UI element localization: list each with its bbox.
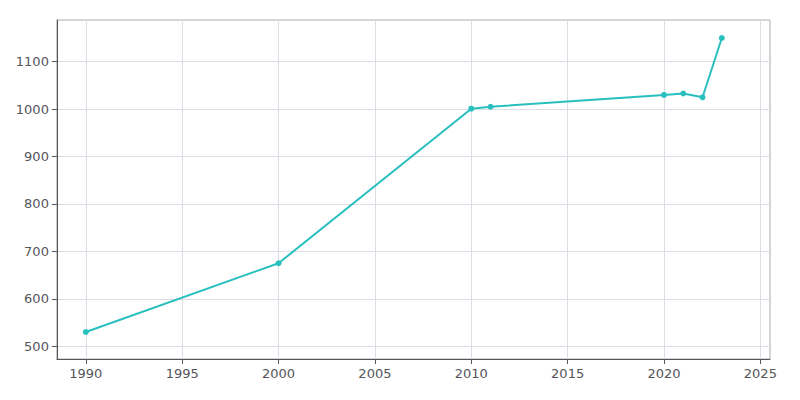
svg-text:1000: 1000 — [16, 102, 49, 117]
svg-text:2005: 2005 — [358, 366, 391, 381]
svg-text:800: 800 — [24, 196, 49, 211]
svg-text:1995: 1995 — [166, 366, 199, 381]
svg-text:1100: 1100 — [16, 54, 49, 69]
svg-text:1990: 1990 — [69, 366, 102, 381]
svg-text:2025: 2025 — [744, 366, 777, 381]
svg-text:700: 700 — [24, 244, 49, 259]
svg-text:2020: 2020 — [647, 366, 680, 381]
svg-text:2010: 2010 — [455, 366, 488, 381]
svg-text:600: 600 — [24, 291, 49, 306]
svg-text:2000: 2000 — [262, 366, 295, 381]
svg-text:2015: 2015 — [551, 366, 584, 381]
svg-text:500: 500 — [24, 339, 49, 354]
svg-text:900: 900 — [24, 149, 49, 164]
